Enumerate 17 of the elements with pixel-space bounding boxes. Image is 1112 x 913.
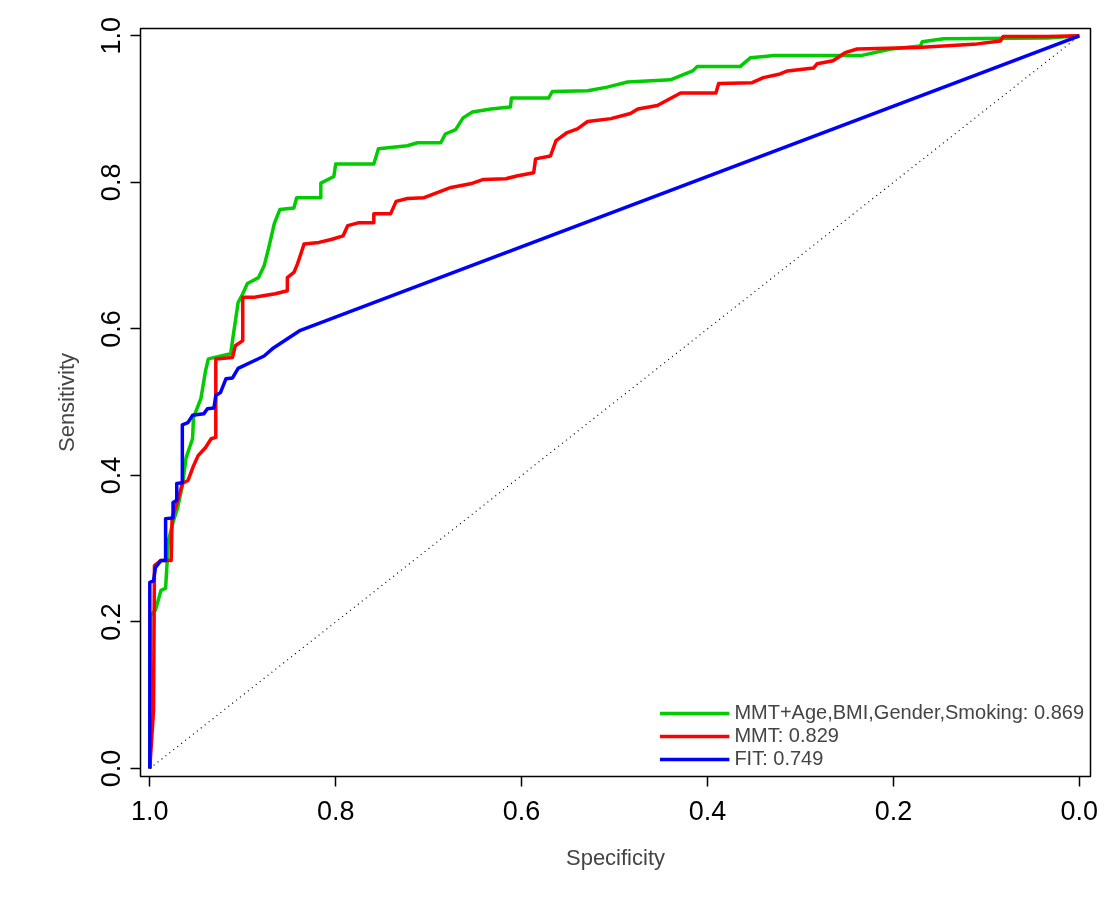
x-tick-label: 1.0 (131, 795, 169, 826)
x-tick-label: 0.8 (316, 795, 355, 826)
y-tick-label: 0.8 (96, 163, 127, 202)
legend-label: MMT: 0.829 (734, 724, 839, 747)
y-tick-label: 0.6 (96, 310, 127, 348)
y-tick-label: 0.4 (96, 456, 127, 495)
x-axis-title: Specificity (565, 844, 666, 870)
legend-label: MMT+Age,BMI,Gender,Smoking: 0.869 (734, 701, 1084, 724)
y-tick-label: 1.0 (96, 17, 127, 55)
x-tick-label: 0.6 (502, 795, 541, 826)
x-tick-label: 0.0 (1060, 795, 1099, 826)
y-tick-label: 0.2 (96, 603, 127, 641)
x-tick-label: 0.2 (874, 795, 913, 826)
y-tick-label: 0.0 (96, 749, 127, 788)
x-tick-label: 0.4 (688, 795, 727, 826)
y-axis-title: Sensitivity (53, 352, 79, 453)
legend-label: FIT: 0.749 (734, 747, 824, 770)
